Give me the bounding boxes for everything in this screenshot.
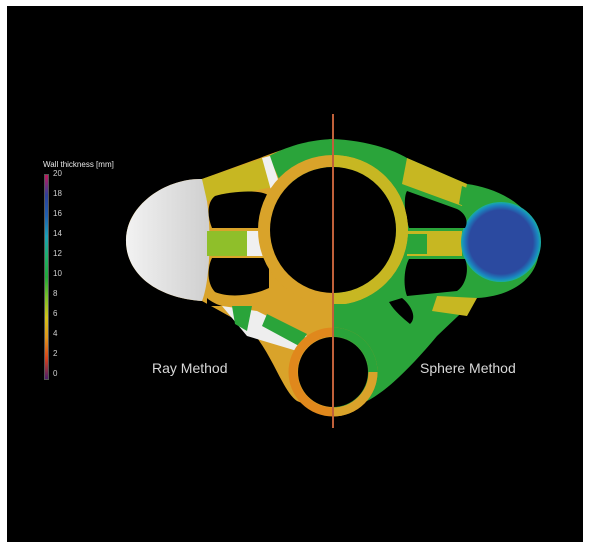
legend-tick-label: 10: [53, 269, 62, 278]
sphere-method-label: Sphere Method: [420, 360, 516, 376]
legend-tick-label: 20: [53, 169, 62, 178]
legend-tick-label: 0: [53, 369, 58, 378]
legend-color-bar: [44, 174, 49, 380]
wall-thickness-render: [125, 114, 541, 428]
legend-tick-label: 6: [53, 309, 58, 318]
legend-tick-label: 8: [53, 289, 58, 298]
legend-tick-label: 14: [53, 229, 62, 238]
legend-tick-label: 16: [53, 209, 62, 218]
legend-tick-label: 12: [53, 249, 62, 258]
legend-tick-label: 2: [53, 349, 58, 358]
legend-tick-label: 18: [53, 189, 62, 198]
analysis-viewport: Wall thickness [mm] 20 18 16 14 12 10 8 6 4 2 0 Ra…: [7, 6, 583, 542]
legend-title: Wall thickness [mm]: [43, 160, 114, 169]
legend-tick-label: 4: [53, 329, 58, 338]
ray-method-label: Ray Method: [152, 360, 228, 376]
